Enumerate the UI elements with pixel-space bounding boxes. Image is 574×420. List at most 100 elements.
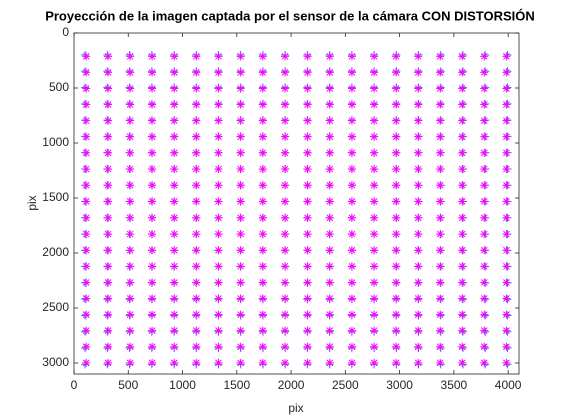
- x-tick-label: 1000: [169, 378, 196, 392]
- marker: [392, 132, 401, 141]
- marker: [192, 181, 201, 190]
- marker: [258, 116, 267, 125]
- marker: [370, 68, 379, 77]
- marker: [370, 278, 379, 287]
- marker: [170, 132, 179, 141]
- marker: [436, 213, 445, 222]
- marker: [303, 116, 312, 125]
- marker: [258, 213, 267, 222]
- marker: [502, 278, 511, 287]
- marker: [280, 52, 289, 61]
- marker: [370, 246, 379, 255]
- marker: [82, 100, 91, 109]
- x-tick-label: 0: [71, 378, 78, 392]
- marker: [392, 165, 401, 174]
- marker: [502, 213, 511, 222]
- marker: [104, 100, 113, 109]
- marker: [392, 326, 401, 335]
- marker: [502, 100, 511, 109]
- marker: [148, 100, 157, 109]
- marker: [214, 116, 223, 125]
- marker: [126, 213, 135, 222]
- marker: [480, 342, 489, 351]
- marker: [280, 358, 289, 367]
- marker: [414, 132, 423, 141]
- marker: [104, 116, 113, 125]
- marker: [170, 262, 179, 271]
- marker: [192, 84, 201, 93]
- marker: [502, 342, 511, 351]
- marker: [280, 246, 289, 255]
- marker: [392, 148, 401, 157]
- marker: [214, 326, 223, 335]
- marker: [303, 181, 312, 190]
- marker: [480, 213, 489, 222]
- marker: [436, 68, 445, 77]
- marker: [214, 342, 223, 351]
- marker: [148, 230, 157, 239]
- x-tick-label: 3000: [386, 378, 413, 392]
- marker: [502, 68, 511, 77]
- marker: [192, 294, 201, 303]
- marker: [392, 100, 401, 109]
- marker: [458, 278, 467, 287]
- marker: [414, 213, 423, 222]
- marker: [214, 148, 223, 157]
- marker: [325, 246, 334, 255]
- marker: [104, 326, 113, 335]
- marker: [480, 278, 489, 287]
- plot-area: [74, 33, 519, 374]
- marker: [325, 230, 334, 239]
- marker: [126, 310, 135, 319]
- marker: [104, 52, 113, 61]
- marker: [82, 197, 91, 206]
- marker: [458, 148, 467, 157]
- marker: [303, 165, 312, 174]
- marker: [258, 262, 267, 271]
- marker: [325, 358, 334, 367]
- marker: [370, 52, 379, 61]
- marker: [148, 197, 157, 206]
- marker: [480, 132, 489, 141]
- marker: [458, 100, 467, 109]
- chart-title: Proyección de la imagen captada por el s…: [45, 8, 535, 23]
- marker: [458, 84, 467, 93]
- marker: [148, 148, 157, 157]
- marker: [303, 326, 312, 335]
- marker: [325, 165, 334, 174]
- marker: [303, 278, 312, 287]
- marker: [126, 197, 135, 206]
- marker: [436, 197, 445, 206]
- marker: [414, 181, 423, 190]
- marker: [347, 310, 356, 319]
- marker: [480, 230, 489, 239]
- marker: [170, 197, 179, 206]
- marker: [347, 262, 356, 271]
- marker: [458, 132, 467, 141]
- marker: [414, 262, 423, 271]
- marker: [392, 342, 401, 351]
- marker: [325, 213, 334, 222]
- marker: [236, 181, 245, 190]
- marker: [436, 181, 445, 190]
- marker: [214, 181, 223, 190]
- marker: [392, 294, 401, 303]
- marker: [148, 358, 157, 367]
- marker: [258, 342, 267, 351]
- marker: [104, 181, 113, 190]
- marker: [370, 310, 379, 319]
- marker: [480, 358, 489, 367]
- marker: [436, 230, 445, 239]
- marker: [414, 197, 423, 206]
- marker: [104, 246, 113, 255]
- x-tick-label: 2500: [332, 378, 359, 392]
- marker: [170, 165, 179, 174]
- marker: [303, 197, 312, 206]
- marker: [480, 310, 489, 319]
- marker: [303, 246, 312, 255]
- marker: [148, 52, 157, 61]
- marker: [325, 100, 334, 109]
- y-tick-label: 2500: [42, 300, 69, 314]
- marker: [236, 230, 245, 239]
- marker: [436, 246, 445, 255]
